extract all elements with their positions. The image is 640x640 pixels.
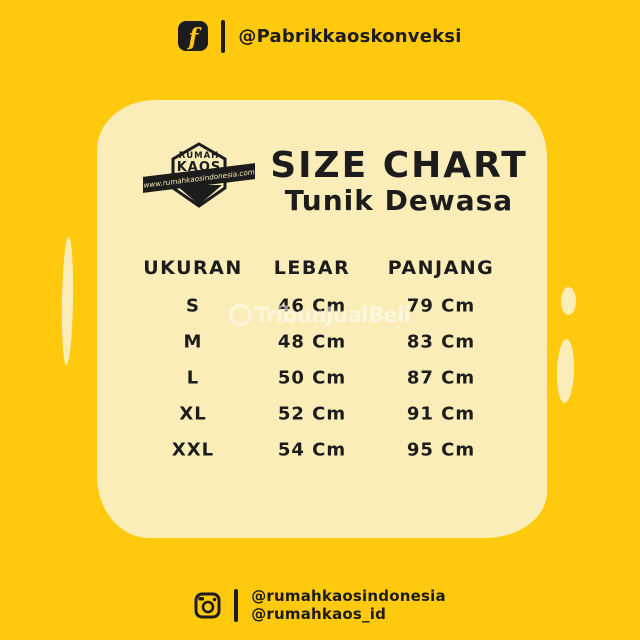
cell-lebar: 54 Cm [277,439,347,461]
footer-social-bar: @rumahkaosindonesia @rumahkaos_id [0,570,640,640]
cell-ukuran: S [186,295,200,317]
cell-lebar: 48 Cm [277,331,347,353]
page-subtitle: Tunik Dewasa [284,184,514,217]
logo-banner [143,162,255,194]
cell-panjang: 87 Cm [406,367,476,389]
table-row: XL 52 Cm 91 Cm [97,396,547,432]
logo-hexagon [171,142,227,208]
table-row: XXL 54 Cm 95 Cm [97,432,547,468]
brush-sliver-left [60,236,75,366]
brush-sliver-right [555,338,576,404]
cell-ukuran: M [183,331,203,353]
cell-lebar: 52 Cm [277,403,347,425]
brush-diamond-right [561,287,576,315]
logo-brand-top: RUMAH [179,151,220,161]
column-header-lebar: LEBAR [273,257,351,279]
table-row: L 50 Cm 87 Cm [97,360,547,396]
table-row: M 48 Cm 83 Cm [97,324,547,360]
column-header-panjang: PANJANG [387,257,495,279]
cell-ukuran: L [186,367,200,389]
instagram-handle-primary: @rumahkaosindonesia [251,586,446,605]
column-header-ukuran: UKURAN [143,257,243,279]
facebook-handle: @Pabrikkaoskonveksi [238,25,462,47]
cell-panjang: 95 Cm [406,439,476,461]
table-header-row: UKURAN LEBAR PANJANG [97,248,547,288]
page-title: SIZE CHART [270,145,528,186]
cell-panjang: 91 Cm [406,403,476,425]
size-chart-table: UKURAN LEBAR PANJANG S 46 Cm 79 Cm M 48 … [97,248,547,468]
rumah-kaos-logo: RUMAH KAOS www.rumahkaosindonesia.com [143,142,255,208]
cell-ukuran: XL [179,403,207,425]
cell-lebar: 50 Cm [277,367,347,389]
size-chart-card: RUMAH KAOS www.rumahkaosindonesia.com SI… [97,100,547,538]
instagram-icon [194,592,221,618]
facebook-icon: f [178,21,209,51]
instagram-handles: @rumahkaosindonesia @rumahkaos_id [251,586,446,623]
cell-panjang: 79 Cm [406,295,476,317]
separator-bar [221,19,226,53]
logo-hexagon-fill [176,185,222,205]
table-row: S 46 Cm 79 Cm [97,288,547,324]
instagram-handle-secondary: @rumahkaos_id [251,604,387,623]
separator-bar [234,588,239,622]
facebook-icon-glyph: f [188,24,199,51]
header-social-bar: f @Pabrikkaoskonveksi [0,0,640,72]
cell-panjang: 83 Cm [406,331,476,353]
cell-ukuran: XXL [171,439,215,461]
cell-lebar: 46 Cm [277,295,347,317]
title-block: SIZE CHART Tunik Dewasa [257,146,541,216]
